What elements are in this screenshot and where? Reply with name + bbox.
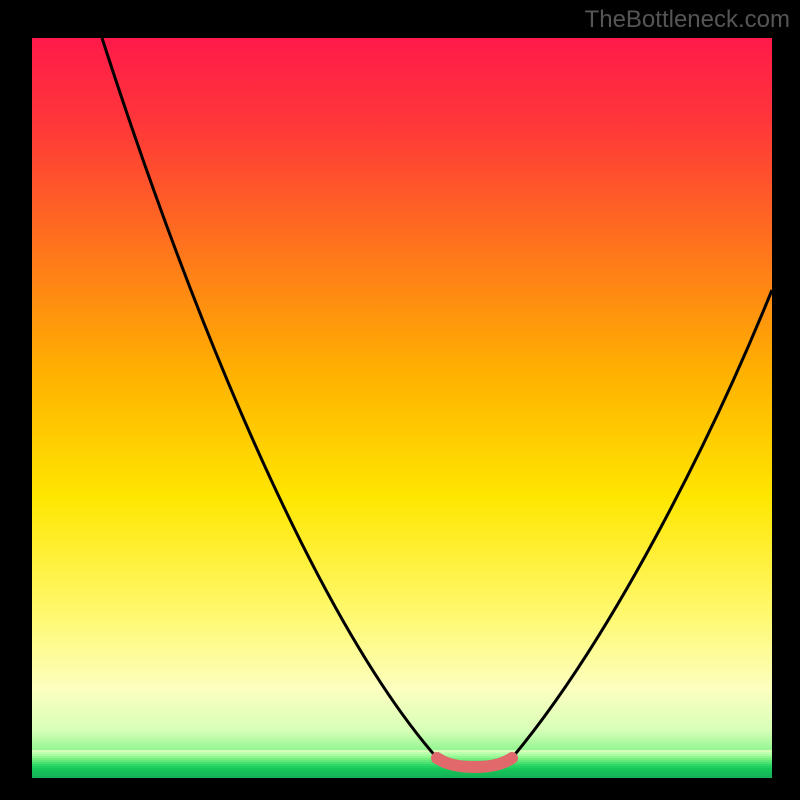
chart-svg [32,38,772,778]
plot-area [32,38,772,778]
gradient-background [32,38,772,778]
watermark-text: TheBottleneck.com [585,6,790,34]
chart-container: TheBottleneck.com [0,0,800,800]
bottom-band [32,750,772,778]
